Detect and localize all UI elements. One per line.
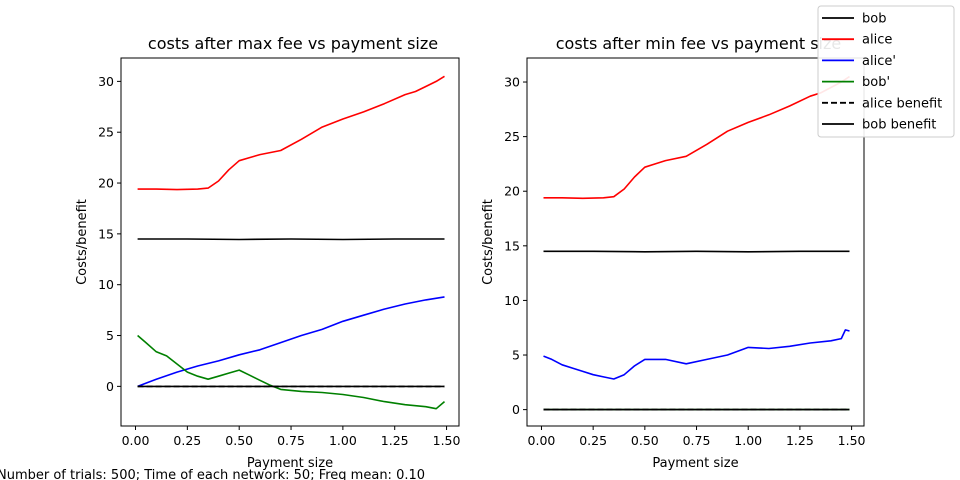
x-tick-label: 0.00 xyxy=(528,433,556,448)
y-tick-label: 0 xyxy=(512,402,520,417)
chart-left: 0.00 0.25 0.50 0.75 1.00 1.25 1.50 0 5 10 15 20 25 30… xyxy=(75,34,461,471)
y-tick-label: 10 xyxy=(504,293,520,308)
y-tick-label: 20 xyxy=(504,184,520,199)
legend-label: bob' xyxy=(862,75,890,90)
legend: bob alice alice' bob' alice benefit bob benef… xyxy=(817,5,955,138)
y-tick-label: 0 xyxy=(106,379,114,394)
x-tick-label: 0.25 xyxy=(173,433,201,448)
x-axis-label: Payment size xyxy=(652,456,738,471)
y-axis-label: Costs/benefit xyxy=(75,199,90,285)
x-tick-label: 1.25 xyxy=(786,433,814,448)
y-tick-label: 30 xyxy=(98,74,114,89)
series-line-alice xyxy=(543,329,850,380)
y-axis-label: Costs/benefit xyxy=(481,199,496,285)
x-tick-label: 1.00 xyxy=(734,433,762,448)
y-tick-label: 15 xyxy=(98,226,114,241)
x-tick-label: 0.75 xyxy=(683,433,711,448)
legend-label: bob xyxy=(862,12,886,27)
series-line-bob xyxy=(137,334,446,410)
x-tick-label: 0.50 xyxy=(631,433,659,448)
legend-label: alice xyxy=(862,33,892,48)
y-tick-label: 10 xyxy=(98,277,114,292)
y-tick-label: 25 xyxy=(98,125,114,140)
footer-note: Number of trials: 500; Time of each netw… xyxy=(0,468,425,480)
legend-label: alice benefit xyxy=(862,96,942,111)
series-line-alice xyxy=(137,75,445,191)
chart-title: costs after max fee vs payment size xyxy=(148,34,438,53)
x-tick-label: 0.25 xyxy=(579,433,607,448)
series-line-alice xyxy=(543,75,850,200)
x-tick-label: 0.00 xyxy=(122,433,150,448)
y-tick-label: 15 xyxy=(504,238,520,253)
plot-frame xyxy=(526,57,865,427)
y-tick-label: 30 xyxy=(504,75,520,90)
x-tick-label: 0.50 xyxy=(225,433,253,448)
chart-right: 0.00 0.25 0.50 0.75 1.00 1.25 1.50 0 5 10 15 20 25 30… xyxy=(481,34,866,471)
x-axis-label: Payment size xyxy=(247,456,333,471)
y-tick-label: 25 xyxy=(504,129,520,144)
y-tick-label: 5 xyxy=(106,328,114,343)
y-tick-label: 20 xyxy=(98,176,114,191)
series-line-bob xyxy=(137,238,445,241)
y-tick-label: 5 xyxy=(512,348,520,363)
x-tick-label: 1.00 xyxy=(329,433,357,448)
x-tick-label: 1.50 xyxy=(838,433,866,448)
plot-frame xyxy=(120,57,460,427)
x-tick-label: 1.50 xyxy=(433,433,461,448)
x-tick-label: 1.25 xyxy=(381,433,409,448)
legend-label: alice' xyxy=(862,54,896,69)
x-tick-label: 0.75 xyxy=(277,433,305,448)
chart-title: costs after min fee vs payment size xyxy=(556,34,842,53)
series-line-alice xyxy=(137,296,445,388)
legend-label: bob benefit xyxy=(862,118,936,133)
series-line-bob xyxy=(543,250,850,253)
